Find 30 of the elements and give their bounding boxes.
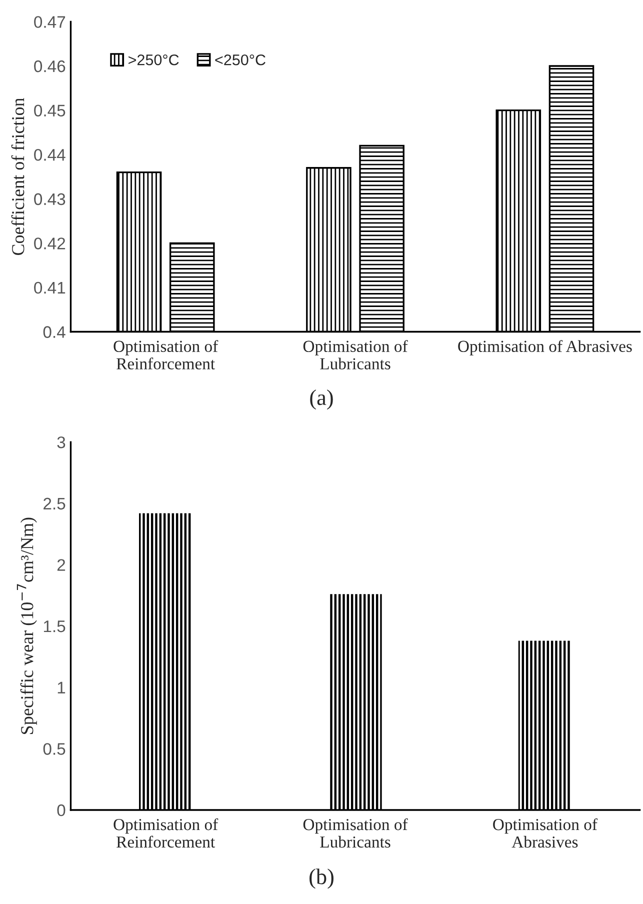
y-tick-label: 2.5 [44, 498, 66, 510]
y-tick-label: 3 [57, 436, 66, 448]
y-tick-label: 0.46 [34, 60, 66, 72]
y-tick-label: 1.5 [44, 620, 66, 632]
text: (a) [310, 389, 333, 410]
y-tick-label: 0.43 [34, 193, 66, 206]
y-tick-label: 0.47 [34, 16, 66, 28]
legend-label: <250°C [215, 54, 266, 66]
y-tick-label: 0.44 [34, 148, 66, 161]
x-tick-label: Optimisation of Lubricants [303, 818, 408, 848]
x-tick-label: Optimisation of Lubricants [303, 340, 408, 370]
bar [139, 513, 192, 810]
legend-label: >250°C [128, 54, 179, 66]
bar [518, 640, 572, 810]
y-tick-label: 0.42 [34, 238, 66, 250]
y-tick-label: 0 [57, 804, 66, 816]
text: (b) [310, 868, 334, 889]
y-tick-label: 2 [57, 559, 66, 571]
y-tick-label: 0.41 [34, 282, 66, 294]
x-tick-label: Optimisation of Reinforcement [114, 340, 218, 370]
y-tick-label: 1 [58, 682, 66, 694]
bar [328, 594, 382, 810]
x-tick-label: Optimisation of Reinforcement [114, 818, 218, 848]
y-tick-label: 0.5 [43, 743, 66, 755]
x-tick-label: Optimisation of Abrasives [458, 340, 632, 356]
x-tick-label: Optimisation of Abrasives [493, 818, 598, 848]
y-tick-label: 0.4 [43, 326, 66, 338]
y-axis-title: Coefficient of friction [11, 98, 24, 256]
y-axis-title: Speciffic wear (10$^{−7}$cm³/Nm) [16, 518, 37, 734]
y-tick-label: 0.45 [34, 104, 66, 116]
